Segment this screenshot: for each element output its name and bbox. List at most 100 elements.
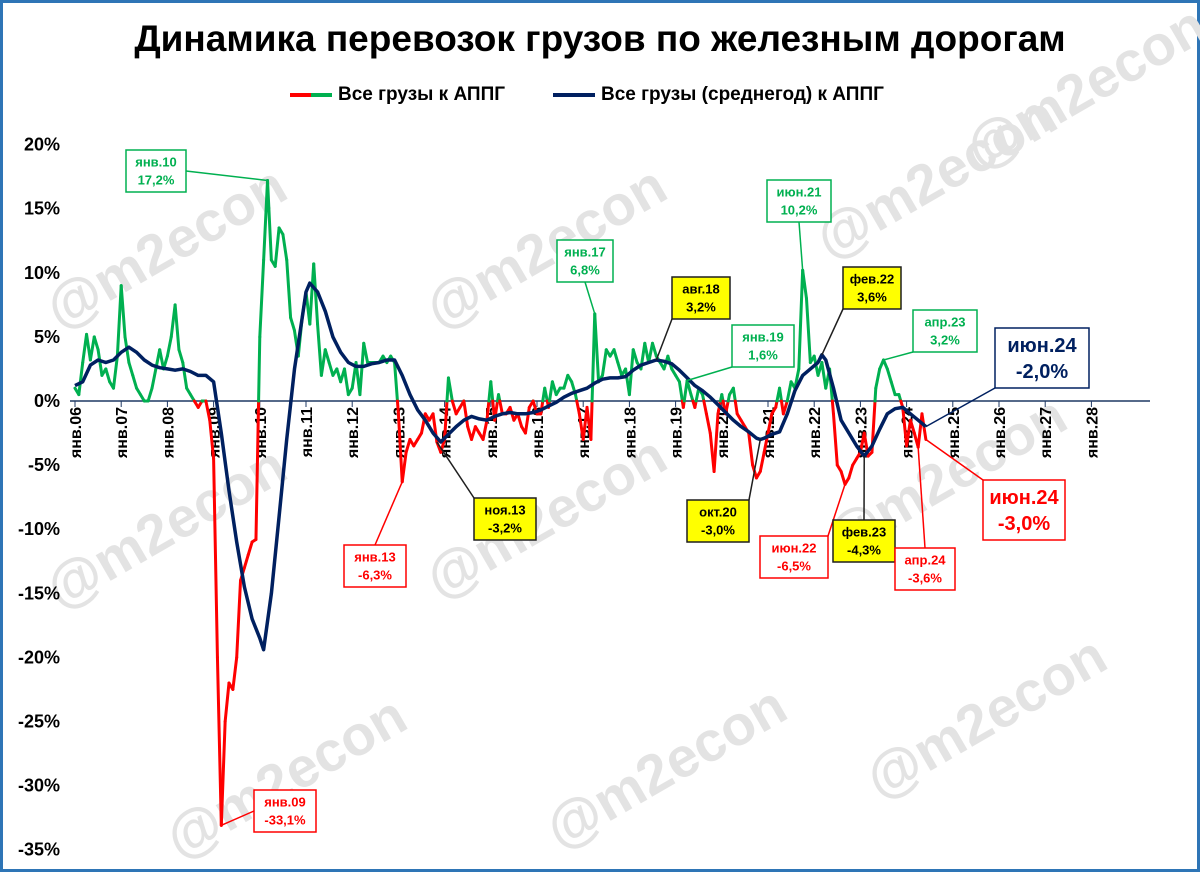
x-tick-label: янв.12 (345, 407, 362, 459)
x-tick-label: янв.27 (1038, 407, 1055, 459)
cargo-segment-positive (446, 376, 454, 403)
callout-leader (821, 308, 844, 356)
callout-value: -3,2% (488, 521, 522, 536)
cargo-segment-positive (146, 386, 154, 403)
cargo-segment-positive (165, 335, 173, 358)
x-tick-label: янв.06 (68, 407, 85, 459)
callout: апр.23 3,2% (883, 309, 978, 361)
cargo-segment-positive (111, 354, 119, 390)
callout-box (731, 324, 795, 368)
cargo-segment-negative (462, 399, 470, 429)
y-tick-label: 5% (34, 327, 60, 347)
cargo-segment-negative (404, 437, 412, 454)
callout-box (759, 535, 829, 579)
callout-label: июн.24 (989, 487, 1059, 509)
cargo-segment-positive (181, 361, 189, 390)
callout-label: окт.20 (699, 505, 737, 520)
callout: окт.20 -3,0% (686, 439, 762, 543)
cargo-segment-positive (612, 348, 620, 365)
callout-value: -6,3% (358, 568, 392, 583)
cargo-segment-positive (323, 348, 331, 365)
cargo-segment-negative (242, 553, 250, 570)
cargo-segment-positive (177, 348, 185, 365)
legend: Все грузы к АППГ Все грузы (среднегод) к… (0, 84, 1200, 112)
callout: июн.22 -6,5% (759, 484, 846, 579)
cargo-segment-negative (204, 399, 212, 422)
callout-leader (686, 366, 733, 382)
watermark: @m2econ (955, 0, 1200, 180)
callout: июн.24 -2,0% (925, 327, 1090, 428)
x-tick-label: янв.28 (1084, 407, 1101, 459)
callout-label: янв.19 (742, 330, 784, 345)
cargo-segment-positive (358, 341, 366, 397)
watermark: @m2econ (855, 623, 1117, 811)
legend-swatch-cargo (290, 93, 332, 97)
cargo-segment-negative (208, 418, 216, 461)
cargo-segment-positive (801, 268, 808, 300)
cargo-segment-positive (593, 312, 601, 384)
callout-label: янв.10 (135, 155, 177, 170)
callout-box (671, 276, 731, 320)
callout: авг.18 3,2% (655, 276, 731, 361)
callout-value: 3,2% (686, 300, 716, 315)
callout-leader (221, 810, 255, 827)
x-tick-label: янв.18 (622, 407, 639, 459)
x-tick-label: янв.19 (669, 407, 686, 459)
cargo-segment-negative (575, 399, 581, 416)
cargo-segment-negative (733, 399, 739, 416)
cargo-segment-negative (215, 655, 223, 827)
y-tick-label: -10% (18, 519, 60, 539)
cargo-segment-positive (127, 361, 135, 377)
callout-label: июн.24 (1007, 335, 1077, 357)
y-tick-label: -30% (18, 776, 60, 796)
callout-box (125, 149, 187, 193)
callout: янв.09 -33,1% (221, 789, 317, 833)
callout-value: 3,2% (930, 333, 960, 348)
callout-leader (827, 484, 846, 537)
cargo-segment-positive (104, 367, 112, 384)
cargo-segment-negative (905, 418, 912, 448)
cargo-segment-negative (523, 405, 531, 435)
callout-value: 3,6% (857, 290, 887, 305)
callout: июн.21 10,2% (766, 179, 832, 271)
callout-value: -4,3% (847, 543, 881, 558)
cargo-segment-positive (88, 335, 96, 362)
cargo-segment-positive (257, 335, 262, 403)
callout-label: авг.18 (682, 282, 719, 297)
cargo-segment-positive (797, 268, 805, 371)
callout-value: 17,2% (138, 173, 175, 188)
y-tick-label: 15% (24, 199, 60, 219)
cargo-segment-negative (589, 399, 594, 441)
cargo-segment-positive (273, 226, 281, 268)
cargo-segment-negative (212, 457, 219, 659)
cargo-segment-negative (831, 412, 839, 467)
callout-value: 10,2% (781, 203, 818, 218)
callout-leader (917, 447, 926, 549)
callout-leader (655, 318, 673, 361)
cargo-segment-negative (712, 412, 720, 474)
cargo-segment-negative (443, 399, 449, 441)
cargo-segment-negative (758, 450, 766, 474)
callout: июн.24 -3,0% (925, 438, 1066, 541)
callout-value: -33,1% (264, 813, 306, 828)
cargo-segment-negative (839, 470, 847, 486)
callout: янв.17 6,8% (556, 239, 614, 315)
callout-leader (185, 170, 268, 182)
cargo-segment-positive (647, 341, 654, 365)
cargo-segment-negative (908, 418, 916, 435)
cargo-segment-negative (481, 418, 489, 441)
y-tick-label: 10% (24, 263, 60, 283)
cargo-segment-negative (231, 655, 239, 691)
callout-box (473, 497, 537, 541)
cargo-segment-negative (901, 405, 909, 448)
cargo-segment-positive (685, 378, 693, 397)
cargo-segment-positive (489, 380, 495, 403)
y-tick-label: -35% (18, 840, 60, 860)
callout-leader (925, 387, 996, 428)
callout: апр.24 -3,6% (894, 447, 956, 591)
cargo-segment-negative (400, 450, 408, 484)
x-tick-label: янв.07 (114, 407, 131, 459)
cargo-segment-negative (395, 399, 400, 416)
x-tick-label: янв.11 (299, 407, 316, 458)
